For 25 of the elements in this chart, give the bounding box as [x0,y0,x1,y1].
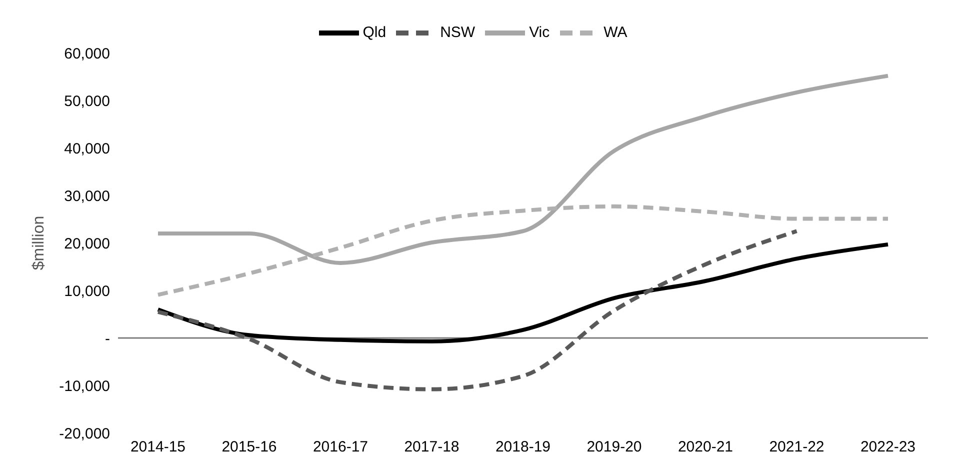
x-tick-label: 2020-21 [678,438,734,456]
x-tick-label: 2014-15 [130,438,186,456]
y-tick-label: 10,000 [64,282,110,300]
legend-label: WA [604,24,628,41]
y-tick-label: - [105,330,110,348]
x-tick-label: 2016-17 [312,438,368,456]
x-tick-label: 2022-23 [860,438,916,456]
x-tick-label: 2017-18 [404,438,460,456]
y-tick-label: 40,000 [64,140,110,158]
y-axis-title: $million [30,216,48,270]
x-tick-label: 2015-16 [222,438,277,456]
y-tick-label: 20,000 [64,235,110,252]
y-tick-label: 60,000 [64,45,110,62]
y-tick-label: 30,000 [64,188,110,205]
y-tick-label: 50,000 [64,92,110,110]
legend-label: Qld [362,24,386,41]
line-series [156,229,799,392]
x-tick-label: 2021-22 [769,438,824,456]
y-tick-label: -10,000 [59,378,110,395]
x-tick-label: 2019-20 [586,438,642,456]
y-tick-label: -20,000 [59,425,110,442]
legend-label: NSW [440,24,476,41]
line-series [156,242,890,344]
legend-label: Vic [529,24,550,41]
x-tick-label: 2018-19 [495,438,551,456]
